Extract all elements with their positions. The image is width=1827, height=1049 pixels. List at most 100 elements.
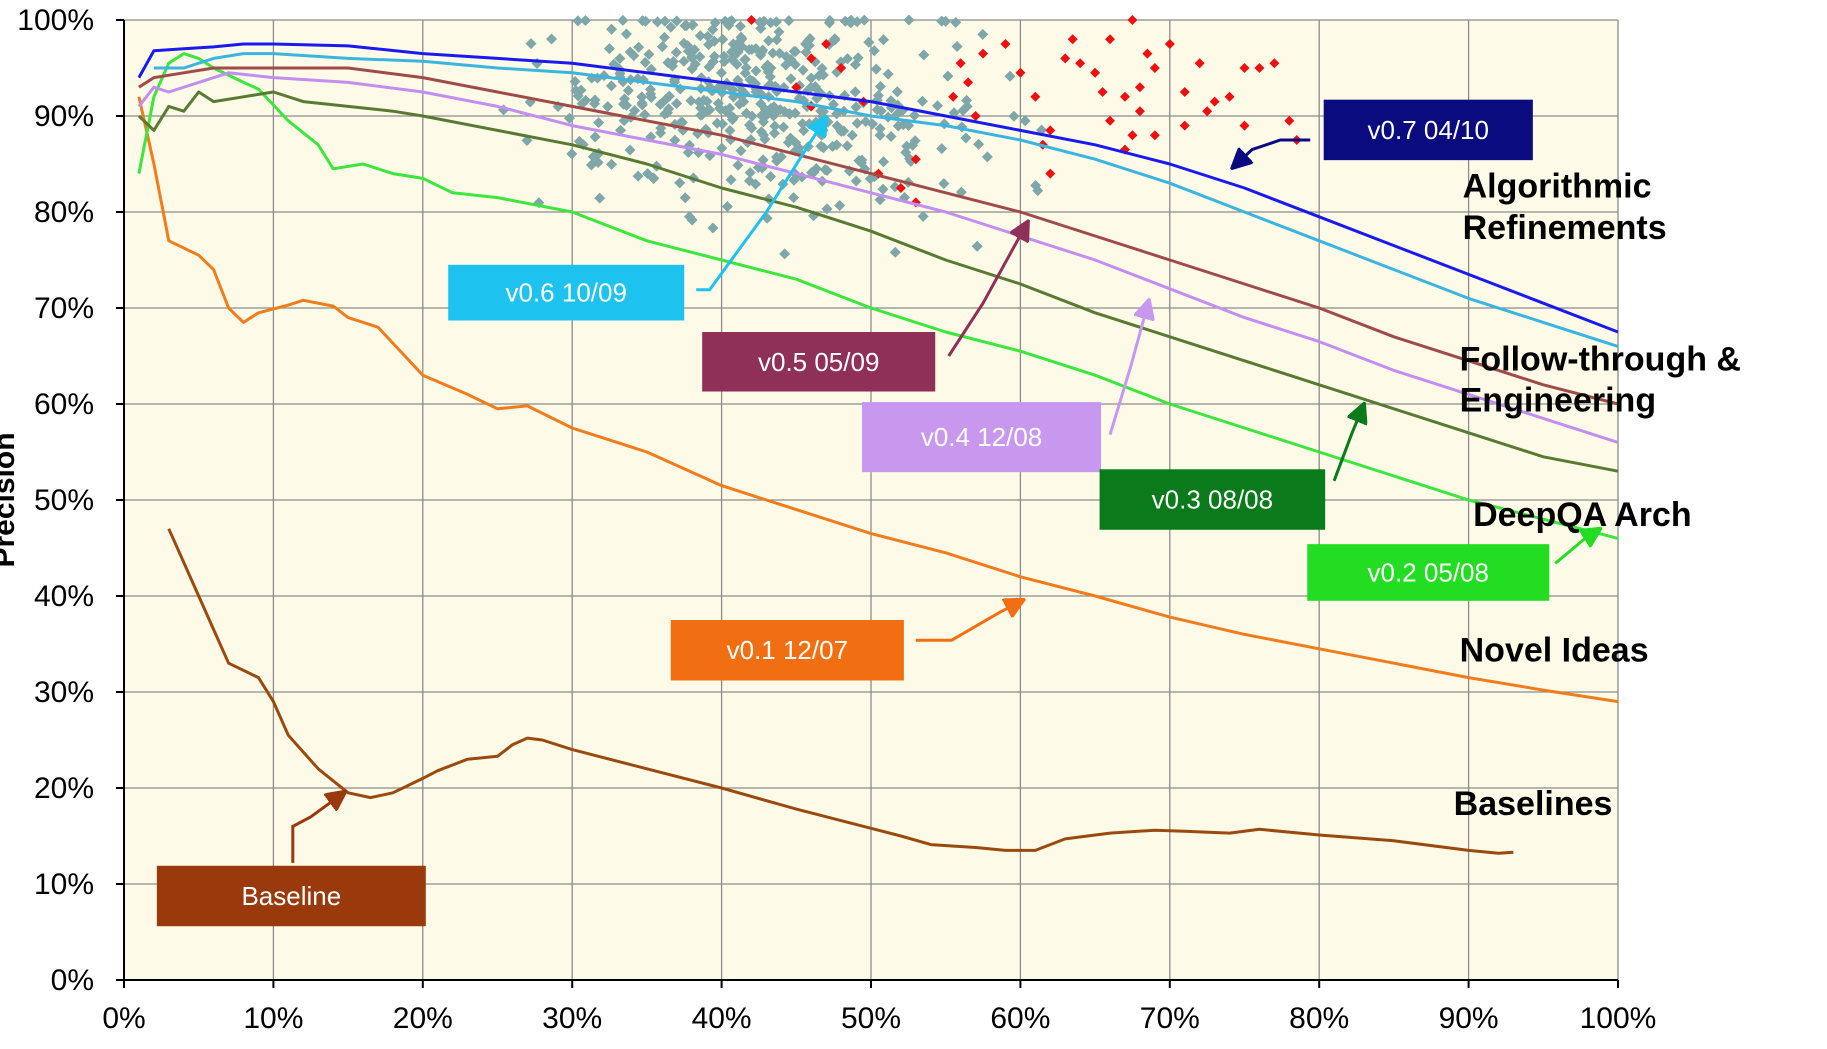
scatter-point-red <box>910 154 921 165</box>
annotation-label: v0.5 05/09 <box>758 347 879 377</box>
scatter-point-red <box>1239 63 1250 73</box>
scatter-point-teal <box>765 171 777 183</box>
series-layer <box>137 42 1619 855</box>
scatter-point-teal <box>773 26 785 38</box>
scatter-point-teal <box>665 21 677 33</box>
series-line-v0-1-12-07 <box>137 96 1619 704</box>
annotation-box <box>862 402 1102 473</box>
scatter-point-teal <box>732 159 744 171</box>
y-tick-label: 80% <box>34 196 94 229</box>
scatter-point-teal <box>695 102 707 114</box>
scatter-point-red <box>1060 53 1071 64</box>
annotation-box <box>670 620 904 681</box>
scatter-point-teal <box>734 20 746 32</box>
scatter-point-teal <box>624 144 636 156</box>
scatter-point-red <box>1224 91 1235 102</box>
scatter-point-red <box>1105 115 1116 126</box>
y-tick-label: 30% <box>34 676 94 709</box>
annotation-box <box>702 332 936 392</box>
scatter-point-teal <box>686 63 698 75</box>
scatter-point-teal <box>674 177 686 189</box>
scatter-point-red <box>1142 48 1153 59</box>
scatter-point-teal <box>755 98 767 110</box>
scatter-point-red <box>1127 15 1138 25</box>
scatter-point-teal <box>849 86 861 98</box>
scatter-point-red <box>1090 67 1101 78</box>
scatter-point-teal <box>797 118 809 130</box>
stage-label: Algorithmic <box>1463 168 1652 206</box>
scatter-point-teal <box>797 64 809 76</box>
scatter-point-teal <box>790 137 802 149</box>
scatter-point-teal <box>936 143 948 155</box>
scatter-point-red <box>955 58 966 69</box>
scatter-point-teal <box>671 97 683 109</box>
scatter-point-teal <box>790 46 802 58</box>
scatter-point-teal <box>589 131 601 143</box>
scatter-point-teal <box>772 105 784 117</box>
scatter-point-teal <box>669 118 681 130</box>
scatter-point-teal <box>771 34 783 46</box>
series-line-v0-7-04-10 <box>137 42 1619 334</box>
scatter-point-red <box>1030 91 1041 102</box>
series-line-v0-3-08-08 <box>137 90 1619 473</box>
axes <box>116 19 1619 988</box>
y-axis-label: Precision <box>0 432 21 567</box>
scatter-point-teal <box>735 31 747 43</box>
y-tick-label: 0% <box>51 964 94 997</box>
scatter-point-teal <box>829 33 841 45</box>
scatter-point-teal <box>744 167 756 179</box>
x-tick-label: 10% <box>243 1002 303 1035</box>
scatter-point-teal <box>817 142 829 154</box>
annotation-label: Baseline <box>241 881 341 911</box>
scatter-point-teal <box>757 44 769 56</box>
scatter-point-teal <box>871 104 883 116</box>
annotation-v0-1-12-07: v0.1 12/07 <box>670 600 1024 681</box>
scatter-point-teal <box>1032 185 1044 197</box>
scatter-point-teal <box>659 15 671 27</box>
scatter-point-teal <box>606 23 618 35</box>
scatter-point-teal <box>754 16 766 28</box>
x-tick-label: 20% <box>393 1002 453 1035</box>
series-line-baseline <box>167 528 1514 855</box>
y-tick-label: 100% <box>17 4 94 37</box>
scatter-point-red <box>1149 63 1160 73</box>
scatter-point-teal <box>769 120 781 132</box>
scatter-point-teal <box>780 51 792 63</box>
scatter-point-teal <box>750 65 762 77</box>
scatter-point-red <box>1209 96 1220 107</box>
scatter-point-teal <box>856 154 868 166</box>
scatter-point-teal <box>874 123 886 135</box>
scatter-point-red <box>1067 34 1078 45</box>
scatter-point-teal <box>716 142 728 154</box>
scatter-point-teal <box>695 109 707 121</box>
scatter-point-teal <box>779 248 791 260</box>
scatter-point-red <box>1119 91 1130 102</box>
stage-label: Follow-through & <box>1460 340 1741 378</box>
scatter-point-teal <box>670 46 682 58</box>
annotation-label: v0.4 12/08 <box>921 422 1042 452</box>
scatter-point-teal <box>643 48 655 60</box>
series-line-v0-5-05-09 <box>138 66 1619 406</box>
scatter-point-teal <box>603 43 615 55</box>
annotation-v0-5-05-09: v0.5 05/09 <box>702 222 1028 392</box>
scatter-point-teal <box>648 172 660 184</box>
scatter-point-teal <box>546 33 558 45</box>
scatter-point-teal <box>908 109 920 121</box>
scatter-point-red <box>1015 67 1026 78</box>
y-tick-label: 10% <box>34 868 94 901</box>
scatter-point-teal <box>663 90 675 102</box>
x-tick-label: 80% <box>1289 1002 1349 1035</box>
scatter-point-teal <box>877 183 889 195</box>
scatter-point-teal <box>961 100 973 112</box>
x-tick-label: 40% <box>692 1002 752 1035</box>
stage-label: Engineering <box>1460 382 1656 420</box>
scatter-point-teal <box>804 33 816 45</box>
scatter-point-teal <box>724 16 736 28</box>
scatter-point-teal <box>687 19 699 31</box>
scatter-point-teal <box>726 54 738 66</box>
annotation-arrow <box>696 117 826 292</box>
scatter-point-red <box>948 91 959 102</box>
annotation-arrow <box>1332 404 1364 482</box>
scatter-point-teal <box>678 55 690 67</box>
x-tick-label: 60% <box>990 1002 1050 1035</box>
